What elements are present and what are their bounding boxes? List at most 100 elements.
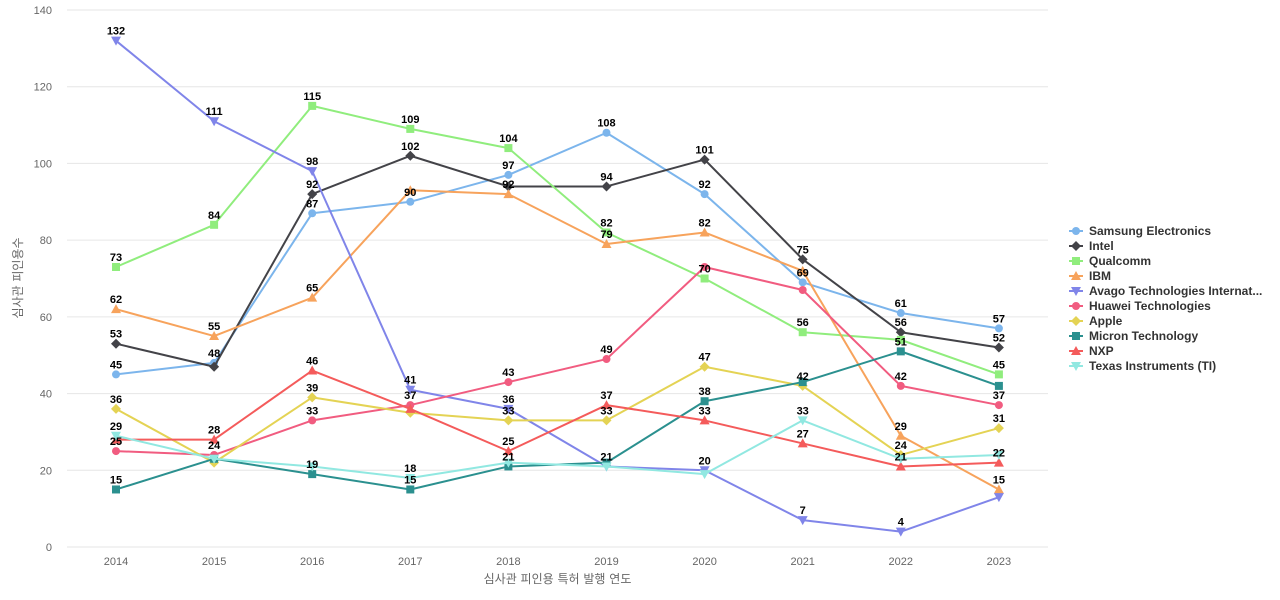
y-tick-label: 40 (40, 389, 52, 401)
series-lines (111, 36, 1004, 537)
data-point-samsung-electronics (406, 197, 415, 206)
data-label: 7 (800, 505, 806, 517)
data-point-samsung-electronics (308, 209, 317, 218)
x-tick-label: 2016 (300, 556, 324, 568)
x-axis-title: 심사관 피인용 특허 발행 연도 (484, 571, 632, 586)
legend-item-huawei-technologies[interactable]: Huawei Technologies (1069, 299, 1211, 313)
data-label: 36 (110, 394, 122, 406)
data-label: 33 (502, 405, 514, 417)
data-label: 33 (306, 405, 318, 417)
data-label: 42 (895, 371, 907, 383)
data-label: 92 (698, 179, 710, 191)
data-point-micron-technology (896, 347, 905, 356)
legend-item-nxp[interactable]: NXP (1069, 344, 1114, 358)
data-label: 38 (698, 386, 710, 398)
data-label: 111 (206, 106, 223, 118)
legend-item-apple[interactable]: Apple (1069, 314, 1123, 328)
data-point-ibm (503, 189, 514, 199)
data-label: 37 (600, 390, 612, 402)
data-point-texas-instruments-ti (405, 473, 416, 483)
data-label: 65 (306, 283, 318, 295)
data-label: 25 (110, 436, 122, 448)
data-point-qualcomm (112, 262, 120, 271)
data-label: 56 (797, 317, 809, 329)
data-label: 61 (895, 298, 907, 310)
legend-item-samsung-electronics[interactable]: Samsung Electronics (1069, 224, 1211, 238)
data-point-nxp (895, 461, 906, 471)
data-point-avago-technologies-internat (993, 493, 1004, 503)
data-label: 82 (600, 217, 612, 229)
data-point-apple (699, 361, 710, 372)
legend-item-intel[interactable]: Intel (1069, 239, 1114, 253)
data-label: 21 (502, 451, 514, 463)
series-intel (111, 150, 1004, 372)
legend-item-micron-technology[interactable]: Micron Technology (1069, 329, 1198, 343)
data-point-intel (895, 327, 906, 338)
data-label: 79 (600, 229, 612, 241)
data-point-qualcomm (210, 220, 219, 229)
data-point-texas-instruments-ti (601, 462, 612, 472)
data-label: 108 (597, 118, 615, 130)
data-point-huawei-technologies (602, 355, 611, 364)
data-point-nxp (797, 438, 808, 448)
data-point-ibm (699, 227, 710, 237)
data-point-nxp (405, 403, 416, 413)
data-point-intel (601, 181, 612, 192)
data-point-micron-technology (406, 485, 415, 494)
data-label: 15 (404, 474, 416, 486)
data-label: 94 (600, 171, 613, 183)
legend-item-ibm[interactable]: IBM (1069, 269, 1111, 283)
legend-label: NXP (1089, 344, 1114, 358)
series-line-qualcomm (115, 104, 1000, 376)
data-label: 109 (401, 114, 419, 126)
data-label: 97 (502, 160, 514, 172)
data-point-intel (797, 254, 808, 265)
series-line-ibm (115, 189, 1000, 491)
data-label: 39 (306, 382, 318, 394)
legend-marker (1071, 362, 1081, 371)
x-tick-label: 2017 (398, 556, 422, 568)
legend-item-texas-instruments-ti[interactable]: Texas Instruments (TI) (1069, 359, 1216, 373)
data-point-intel (405, 150, 416, 161)
legend-label: Qualcomm (1089, 254, 1151, 268)
legend-item-avago-technologies-internat[interactable]: Avago Technologies Internat... (1069, 284, 1262, 298)
data-point-avago-technologies-internat (895, 527, 906, 537)
legend-item-qualcomm[interactable]: Qualcomm (1069, 254, 1151, 268)
data-point-samsung-electronics (602, 128, 611, 137)
legend-marker (1072, 257, 1080, 265)
data-point-texas-instruments-ti (993, 450, 1004, 460)
data-point-samsung-electronics (700, 190, 709, 199)
series-line-huawei-technologies (115, 265, 1000, 456)
series-line-apple (115, 365, 1000, 464)
data-point-micron-technology (112, 485, 120, 494)
data-label: 21 (895, 451, 907, 463)
data-labels: 1327362534536292515111845548282411598928… (107, 26, 1005, 529)
data-point-nxp (601, 400, 612, 410)
legend-marker (1072, 302, 1080, 310)
data-label: 56 (895, 317, 907, 329)
data-point-texas-instruments-ti (797, 416, 808, 426)
data-point-ibm (111, 304, 121, 314)
data-label: 75 (797, 244, 809, 256)
legend: Samsung ElectronicsIntelQualcommIBMAvago… (1069, 224, 1262, 373)
data-label: 49 (600, 344, 612, 356)
data-point-intel (209, 361, 220, 372)
axes: 심사관 피인용 특허 발행 연도 심사관 피인용수 0 20 40 60 80 100 12… (11, 5, 1011, 586)
data-label: 47 (698, 352, 710, 364)
data-label: 33 (797, 405, 809, 417)
data-label: 48 (208, 348, 220, 360)
data-label: 29 (895, 421, 907, 433)
data-label: 87 (306, 198, 318, 210)
legend-label: Apple (1089, 314, 1123, 328)
data-label: 62 (110, 294, 122, 306)
data-point-avago-technologies-internat (307, 167, 318, 177)
data-point-samsung-electronics (798, 278, 807, 287)
data-label: 22 (993, 448, 1005, 460)
data-point-intel (503, 181, 514, 192)
x-tick-label: 2020 (692, 556, 716, 568)
data-label: 51 (895, 336, 907, 348)
data-point-qualcomm (798, 328, 807, 337)
data-point-qualcomm (406, 124, 415, 133)
series-samsung-electronics (112, 128, 1003, 379)
data-point-samsung-electronics (896, 309, 905, 318)
